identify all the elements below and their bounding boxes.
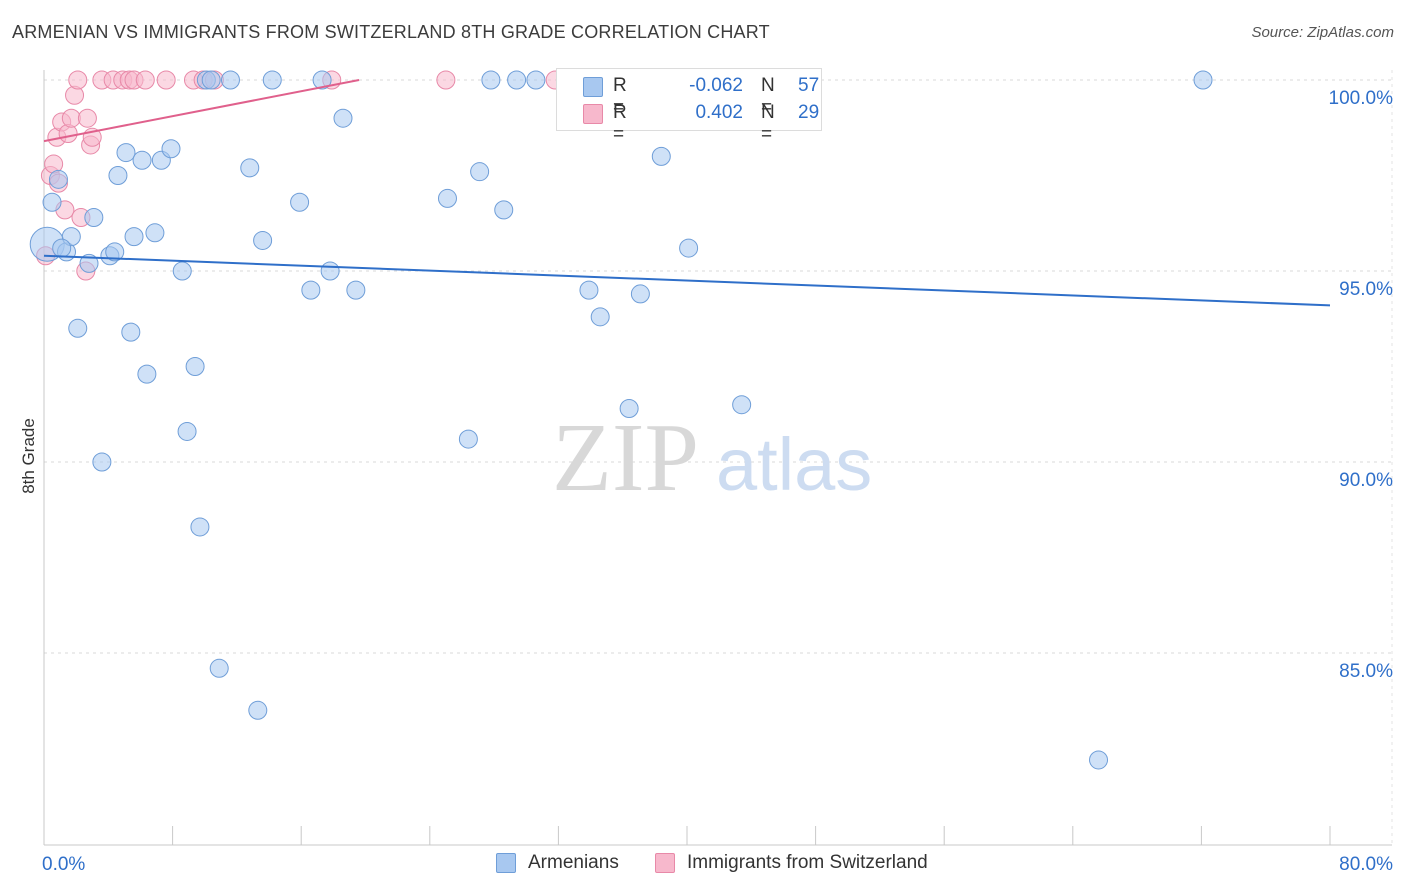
armenians-swatch: [583, 77, 603, 97]
armenians-point[interactable]: [84, 208, 104, 228]
y-tick-label: 95.0%: [1339, 279, 1393, 300]
armenians-point[interactable]: [52, 238, 72, 258]
armenians-point[interactable]: [253, 230, 273, 250]
armenians-point[interactable]: [1193, 70, 1213, 90]
armenians-point[interactable]: [679, 238, 699, 258]
trend-lines: [43, 79, 1331, 307]
armenians-point[interactable]: [507, 70, 527, 90]
swiss-point[interactable]: [77, 108, 97, 128]
armenians-point[interactable]: [494, 200, 514, 220]
y-axis-label: 8th Grade: [19, 418, 38, 494]
armenians-point[interactable]: [732, 395, 752, 415]
y-tick-label: 90.0%: [1339, 470, 1393, 491]
swiss-point[interactable]: [156, 70, 176, 90]
armenians-n-label: N =: [761, 75, 775, 118]
armenians-point[interactable]: [240, 158, 260, 178]
armenians-point[interactable]: [262, 70, 282, 90]
swiss-r-value: 0.402: [695, 102, 743, 123]
armenians-point[interactable]: [48, 169, 68, 189]
swiss-trendline: [43, 79, 360, 143]
y-tick-label: 85.0%: [1339, 661, 1393, 682]
swiss-point[interactable]: [61, 108, 81, 128]
armenians-point[interactable]: [92, 452, 112, 472]
chart-title: ARMENIAN VS IMMIGRANTS FROM SWITZERLAND …: [12, 22, 770, 42]
legend-swiss-swatch: [655, 853, 675, 873]
data-points: [29, 70, 1213, 770]
legend-swiss-label: Immigrants from Switzerland: [687, 852, 928, 873]
armenians-point[interactable]: [132, 150, 152, 170]
armenians-point[interactable]: [124, 227, 144, 247]
swiss-r-label: R =: [613, 102, 627, 145]
armenians-point[interactable]: [579, 280, 599, 300]
armenians-point[interactable]: [209, 658, 229, 678]
armenians-point[interactable]: [201, 70, 221, 90]
swiss-point[interactable]: [436, 70, 456, 90]
armenians-r-label: R =: [613, 75, 627, 118]
legend-armenians[interactable]: Armenians: [496, 852, 619, 874]
y-tick-label: 100.0%: [1329, 88, 1394, 109]
armenians-point[interactable]: [312, 70, 332, 90]
armenians-point[interactable]: [320, 261, 340, 281]
tick-labels: 100.0% 95.0% 90.0% 85.0% 0.0% 80.0%: [42, 88, 1393, 875]
armenians-point[interactable]: [526, 70, 546, 90]
armenians-point[interactable]: [651, 146, 671, 166]
armenians-trendline: [43, 254, 1331, 307]
armenians-point[interactable]: [172, 261, 192, 281]
armenians-point[interactable]: [590, 307, 610, 327]
swiss-swatch: [583, 104, 603, 124]
armenians-point[interactable]: [177, 421, 197, 441]
armenians-point[interactable]: [333, 108, 353, 128]
armenians-point[interactable]: [248, 700, 268, 720]
watermark-zip: ZIP: [552, 404, 699, 512]
armenians-point[interactable]: [290, 192, 310, 212]
armenians-point[interactable]: [630, 284, 650, 304]
armenians-point[interactable]: [220, 70, 240, 90]
armenians-r-value: -0.062: [689, 75, 743, 96]
armenians-point[interactable]: [619, 399, 639, 419]
armenians-point[interactable]: [137, 364, 157, 384]
armenians-point[interactable]: [116, 143, 136, 163]
swiss-n-value: 29: [798, 102, 820, 123]
armenians-point[interactable]: [470, 162, 490, 182]
armenians-point[interactable]: [42, 192, 62, 212]
armenians-point[interactable]: [437, 188, 457, 208]
armenians-point[interactable]: [161, 139, 181, 159]
x-tick-label: 80.0%: [1339, 854, 1393, 875]
armenians-point[interactable]: [301, 280, 321, 300]
swiss-point[interactable]: [135, 70, 155, 90]
armenians-n-value: 57: [798, 75, 820, 96]
legend-armenians-swatch: [496, 853, 516, 873]
armenians-point[interactable]: [481, 70, 501, 90]
armenians-point[interactable]: [108, 166, 128, 185]
watermark-atlas: atlas: [716, 423, 872, 506]
swiss-n-label: N =: [761, 102, 775, 145]
armenians-point[interactable]: [346, 280, 366, 300]
armenians-point[interactable]: [190, 517, 210, 537]
armenians-point[interactable]: [145, 223, 165, 243]
armenians-point[interactable]: [68, 318, 88, 338]
armenians-point[interactable]: [121, 322, 141, 342]
armenians-point[interactable]: [79, 253, 99, 273]
x-tick-label: 0.0%: [42, 854, 85, 875]
armenians-point[interactable]: [105, 242, 125, 262]
legend-armenians-label: Armenians: [528, 852, 619, 873]
armenians-point[interactable]: [185, 357, 205, 376]
armenians-point[interactable]: [1089, 750, 1109, 770]
swiss-point[interactable]: [68, 70, 88, 90]
armenians-point[interactable]: [458, 429, 478, 449]
source-label: Source: ZipAtlas.com: [1251, 24, 1394, 41]
stats-box: R = -0.062 N = 57 R = 0.402 N = 29: [556, 68, 822, 145]
legend-swiss[interactable]: Immigrants from Switzerland: [655, 852, 928, 874]
